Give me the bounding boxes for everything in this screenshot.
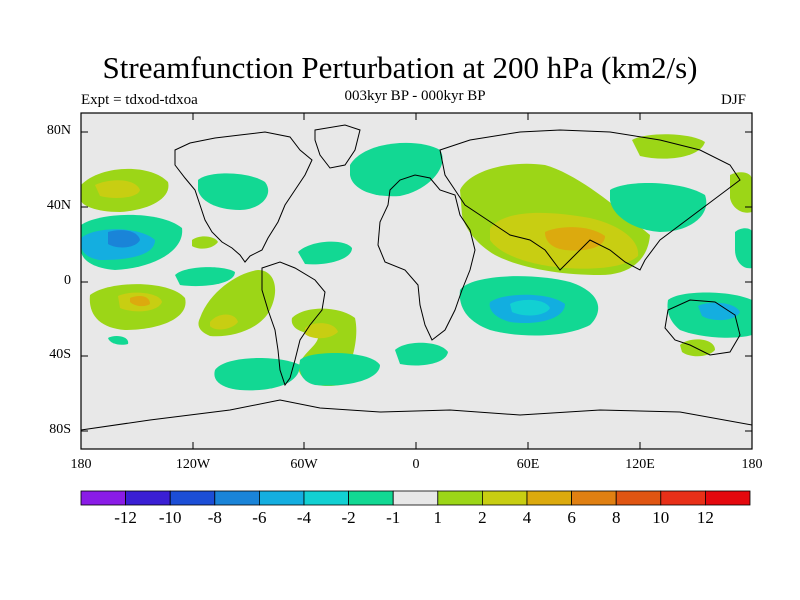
colorbar-label: 2 [478, 508, 487, 527]
axis-ticks [81, 113, 752, 449]
colorbar-label: 12 [696, 508, 714, 527]
anomaly-region [610, 183, 707, 232]
lat-tick-label: 0 [64, 273, 71, 288]
colorbar-label: 6 [567, 508, 576, 527]
colorbar-swatch [303, 490, 349, 506]
colorbar-swatch [348, 490, 394, 506]
anomaly-region [298, 241, 352, 265]
anomaly-region [214, 358, 300, 391]
anomaly-region [108, 336, 129, 345]
colorbar [80, 490, 751, 506]
colorbar-swatch [80, 490, 126, 506]
asia-coast [439, 129, 741, 271]
anomaly-region [632, 134, 705, 159]
lat-tick-label: 80N [46, 123, 71, 138]
colorbar-label: -4 [296, 508, 312, 527]
anomaly-region [735, 228, 752, 269]
anomaly-region [510, 299, 550, 316]
colorbar-swatch [169, 490, 216, 506]
lat-tick-label: 40N [46, 198, 71, 213]
colorbar-label: -10 [158, 508, 182, 527]
time-range-label: 003kyr BP - 000kyr BP [344, 88, 486, 104]
colorbar-swatch [437, 490, 483, 506]
lon-tick-label: 120W [175, 457, 211, 472]
colorbar-label: -1 [386, 508, 401, 527]
colorbar-label: 1 [433, 508, 443, 527]
anomaly-region [545, 227, 605, 251]
colorbar-swatch [214, 490, 260, 506]
season-label: DJF [721, 92, 747, 108]
colorbar-swatch [125, 490, 171, 506]
lon-tick-label: 0 [412, 457, 420, 472]
colorbar-label: 10 [652, 508, 670, 527]
anomaly-region [175, 267, 235, 287]
anomaly-region [299, 353, 380, 386]
lon-tick-label: 180 [70, 457, 92, 472]
anomaly-region [210, 314, 238, 330]
lon-tick-label: 60W [290, 457, 318, 472]
anomaly-region [730, 172, 752, 213]
colorbar-swatch [660, 490, 706, 506]
colorbar-swatch [526, 490, 572, 506]
africa-europe-coast [377, 174, 476, 341]
australia-coast [664, 299, 741, 356]
anomaly-region [108, 230, 140, 248]
north-america-coast [174, 131, 313, 263]
experiment-label: Expt = tdxod-tdxoa [81, 92, 198, 108]
colorbar-label: 8 [611, 508, 621, 527]
greenland-coast [314, 124, 361, 169]
anomaly-region [395, 342, 448, 366]
lon-tick-label: 120E [625, 457, 655, 472]
colorbar-swatch [258, 490, 305, 506]
coastlines [81, 124, 752, 431]
anomaly-region [198, 173, 269, 210]
colorbar-label: 4 [522, 508, 532, 527]
colorbar-swatch [481, 490, 528, 506]
lat-tick-label: 40S [49, 347, 71, 362]
anomaly-region [130, 296, 150, 307]
colorbar-swatch [615, 490, 662, 506]
anomaly-region [95, 180, 140, 198]
lon-tick-label: 60E [516, 457, 540, 472]
colorbar-swatch [571, 490, 617, 506]
anomaly-region [305, 323, 338, 339]
south-america-coast [261, 261, 326, 387]
colorbar-label: -2 [341, 508, 356, 527]
map-title: Streamfunction Perturbation at 200 hPa (… [102, 50, 698, 85]
colorbar-label: -12 [114, 508, 137, 527]
lon-tick-label: 180 [741, 457, 763, 472]
colorbar-label: -8 [207, 508, 222, 527]
anomaly-region [698, 302, 740, 321]
colorbar-label: -6 [252, 508, 267, 527]
anomaly-region [680, 339, 715, 357]
anomaly-region [350, 142, 443, 197]
colorbar-swatch [392, 490, 439, 506]
anomaly-region [192, 236, 218, 249]
colorbar-swatch [705, 490, 751, 506]
antarctica-coast [81, 399, 752, 431]
lat-tick-label: 80S [49, 422, 71, 437]
